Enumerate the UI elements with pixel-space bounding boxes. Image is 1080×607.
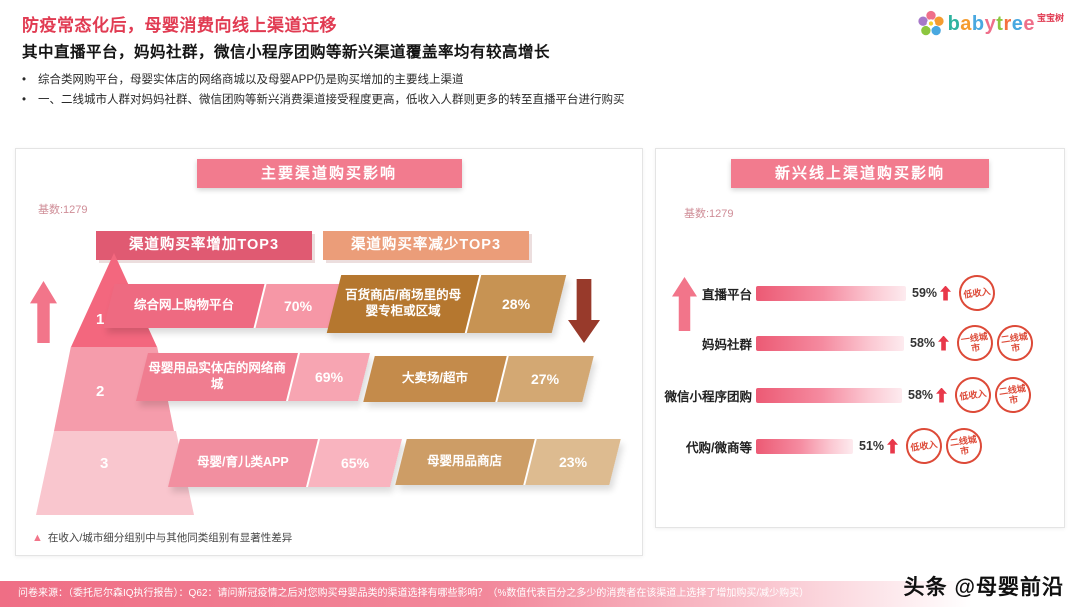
channel-bar (756, 335, 904, 351)
row-value-cell: 65% (308, 439, 402, 487)
increase-row: 母婴/育儿类APP 65% (168, 439, 402, 487)
slide-header: 防疫常态化后，母婴消费向线上渠道迁移 其中直播平台，妈妈社群，微信小程序团购等新… (22, 11, 902, 110)
channel-value: 51% (859, 439, 885, 453)
bullet-marker: • (22, 94, 27, 107)
segment-badge: 二线城市 (943, 425, 985, 467)
channel-name: 大卖场/超市 (402, 371, 468, 386)
channel-row: 代购/微商等 51% 低收入 二线城市 (656, 425, 1064, 467)
row-value-cell: 28% (466, 275, 567, 333)
watermark: 头条 @母婴前沿 (904, 571, 1064, 601)
decrease-arrow-icon (568, 279, 600, 343)
channel-bar (756, 285, 906, 301)
pyramid-rank-2: 2 (96, 383, 105, 400)
brand-wordmark: babytree (947, 13, 1035, 35)
row-value-cell: 70% (255, 284, 341, 328)
segment-badge: 二线城市 (994, 322, 1036, 364)
channel-value: 23% (558, 454, 588, 470)
bullet-item: • 一、二线城市人群对妈妈社群、微信团购等新兴消费渠道接受程度更高，低收入人群则… (22, 90, 902, 110)
page-subtitle: 其中直播平台，妈妈社群，微信小程序团购等新兴渠道覆盖率均有较高增长 (22, 44, 551, 61)
significance-footnote: ▲ 在收入/城市细分组别中与其他同类组别有显著性差异 (32, 530, 292, 545)
babytree-flower-icon (917, 10, 944, 36)
increase-row: 综合网上购物平台 70% (103, 284, 341, 328)
brand-chinese-name: 宝宝树 (1036, 13, 1064, 23)
channel-value: 65% (340, 455, 370, 471)
segment-badge: 二线城市 (992, 374, 1034, 416)
row-label-cell: 综合网上购物平台 (103, 284, 265, 328)
page-title: 防疫常态化后，母婴消费向线上渠道迁移 (22, 16, 337, 35)
channel-name: 母婴/育儿类APP (197, 455, 289, 470)
row-label-cell: 母婴/育儿类APP (168, 439, 318, 487)
main-channels-panel: 主要渠道购买影响 基数:1279 渠道购买率增加TOP3 渠道购买率减少TOP3… (15, 148, 643, 556)
toutiao-logo-text: 头条 (903, 576, 948, 599)
channel-value: 27% (531, 371, 560, 387)
segment-badge: 一线城市 (954, 322, 996, 364)
channel-value: 69% (314, 369, 344, 385)
panel-title-emerging: 新兴线上渠道购买影响 (731, 159, 989, 188)
pyramid-rank-3: 3 (100, 455, 109, 472)
decrease-row: 母婴用品商店 23% (395, 439, 621, 485)
panel-title-main: 主要渠道购买影响 (196, 159, 462, 188)
row-label-cell: 百货商店/商场里的母婴专柜或区域 (326, 275, 480, 333)
channel-name: 百货商店/商场里的母婴专柜或区域 (345, 288, 461, 318)
channel-name: 母婴用品商店 (427, 454, 503, 469)
row-label-cell: 大卖场/超市 (363, 356, 507, 402)
increase-arrow-icon (30, 281, 57, 343)
channel-value: 70% (283, 298, 313, 314)
decrease-top3-header: 渠道购买率减少TOP3 (323, 231, 529, 260)
channel-row: 妈妈社群 58% 一线城市 二线城市 (656, 322, 1064, 364)
watermark-account: @母婴前沿 (954, 576, 1064, 599)
bullet-item: • 综合类网购平台，母婴实体店的网络商城以及母婴APP仍是购买增加的主要线上渠道 (22, 70, 902, 90)
footnote-text: 在收入/城市细分组别中与其他同类组别有显著性差异 (47, 532, 293, 544)
up-arrow-icon (887, 438, 899, 454)
channel-row: 直播平台 59% 低收入 (656, 272, 1064, 314)
channel-value: 59% (912, 286, 938, 300)
increase-top3-header: 渠道购买率增加TOP3 (96, 231, 312, 260)
pyramid-level-3 (36, 431, 194, 515)
channel-label: 代购/微商等 (686, 440, 752, 455)
up-arrow-icon (938, 335, 950, 351)
source-footer: 问卷来源：（委托尼尔森IQ执行报告）：Q62：请问新冠疫情之后对您购买母婴品类的… (0, 581, 1080, 607)
bullet-text: 综合类网购平台，母婴实体店的网络商城以及母婴APP仍是购买增加的主要线上渠道 (38, 74, 464, 86)
channel-row: 微信小程序团购 58% 低收入 二线城市 (656, 374, 1064, 416)
channel-name: 母婴用品实体店的网络商城 (148, 361, 286, 391)
channel-name: 综合网上购物平台 (133, 298, 234, 313)
base-size-label: 基数:1279 (38, 204, 88, 216)
channel-label: 微信小程序团购 (664, 389, 752, 404)
channel-bar (756, 438, 853, 454)
increase-row: 母婴用品实体店的网络商城 69% (136, 353, 370, 401)
decrease-row: 百货商店/商场里的母婴专柜或区域 28% (326, 275, 567, 333)
babytree-logo: babytree 宝宝树 (917, 10, 1064, 38)
bullet-text: 一、二线城市人群对妈妈社群、微信团购等新兴消费渠道接受程度更高，低收入人群则更多… (38, 94, 625, 107)
row-value-cell: 23% (525, 439, 621, 485)
channel-value: 58% (910, 336, 936, 350)
channel-value: 28% (502, 296, 531, 312)
emerging-channels-panel: 新兴线上渠道购买影响 基数:1279 直播平台 59% 低收入 妈妈社群 58%… (655, 148, 1065, 528)
channel-value: 58% (908, 388, 934, 402)
segment-badge: 低收入 (952, 374, 994, 416)
channel-bar (756, 387, 902, 403)
row-value-cell: 27% (497, 356, 594, 402)
pyramid-rank-1: 1 (96, 311, 105, 328)
channel-label: 直播平台 (701, 287, 752, 302)
row-label-cell: 母婴用品实体店的网络商城 (136, 353, 298, 401)
row-label-cell: 母婴用品商店 (395, 439, 535, 485)
bullet-marker: • (22, 74, 27, 86)
source-text: 问卷来源：（委托尼尔森IQ执行报告）：Q62：请问新冠疫情之后对您购买母婴品类的… (18, 588, 810, 599)
segment-badge: 低收入 (903, 425, 945, 467)
up-arrow-icon (936, 387, 948, 403)
significance-triangle-icon: ▲ (32, 531, 43, 544)
base-size-label: 基数:1279 (684, 208, 734, 220)
channel-label: 妈妈社群 (701, 337, 752, 352)
row-value-cell: 69% (288, 353, 370, 401)
up-arrow-icon (940, 285, 952, 301)
decrease-row: 大卖场/超市 27% (363, 356, 594, 402)
segment-badge: 低收入 (956, 272, 998, 314)
bullet-list: • 综合类网购平台，母婴实体店的网络商城以及母婴APP仍是购买增加的主要线上渠道… (22, 70, 902, 110)
